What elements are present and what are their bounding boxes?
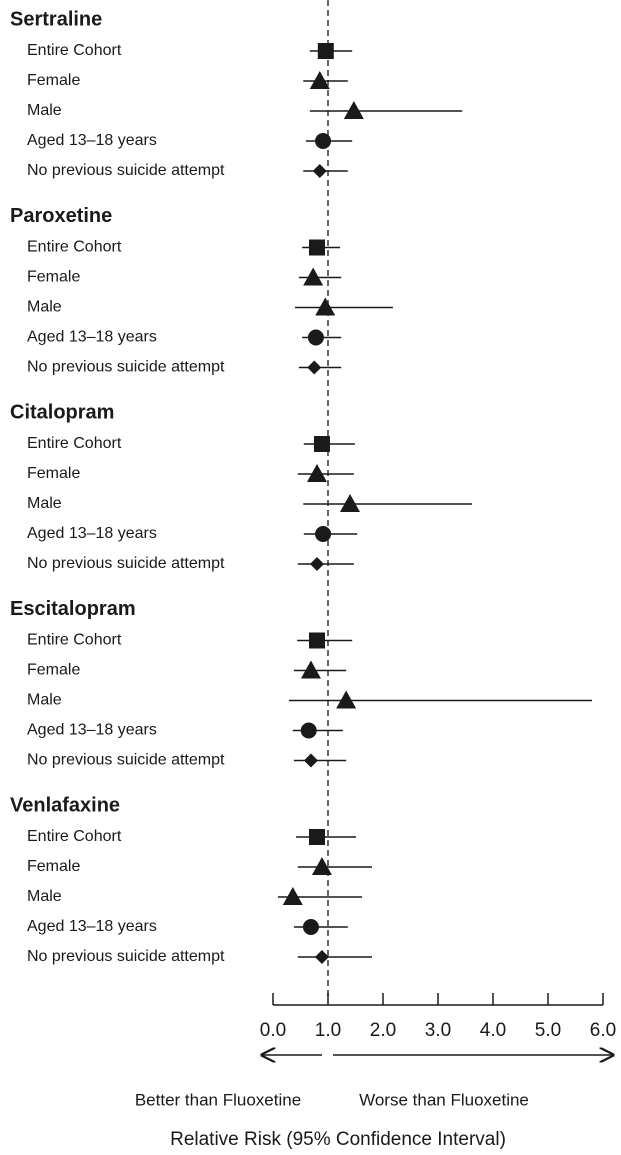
marker-square <box>309 239 325 256</box>
row-label: Aged 13–18 years <box>27 329 157 346</box>
row-label: Female <box>27 662 80 679</box>
x-tick-label: 5.0 <box>535 1020 561 1041</box>
row-label: Entire Cohort <box>27 828 122 845</box>
row-label: Entire Cohort <box>27 239 122 256</box>
x-tick-label: 4.0 <box>480 1020 506 1041</box>
marker-circle <box>307 329 324 346</box>
row-label: Female <box>27 858 80 875</box>
row-label: Entire Cohort <box>27 42 122 59</box>
row-label: Male <box>27 888 62 905</box>
marker-triangle <box>340 494 360 512</box>
left-note: Better than Fluoxetine <box>135 1090 301 1109</box>
group-title: Sertraline <box>10 8 102 30</box>
group-title: Citalopram <box>10 401 114 423</box>
marker-triangle <box>303 267 324 286</box>
group-title: Venlafaxine <box>10 794 120 816</box>
row-label: Entire Cohort <box>27 632 122 649</box>
marker-diamond <box>310 557 324 571</box>
row-label: Female <box>27 72 80 89</box>
x-tick-label: 3.0 <box>425 1020 451 1041</box>
marker-square <box>309 632 325 649</box>
row-label: Entire Cohort <box>27 435 122 452</box>
marker-triangle <box>309 71 330 89</box>
row-label: No previous suicide attempt <box>27 555 225 572</box>
marker-square <box>309 829 325 845</box>
marker-circle <box>315 526 332 542</box>
marker-diamond <box>314 950 329 964</box>
x-tick-label: 1.0 <box>315 1020 341 1041</box>
marker-diamond <box>307 360 322 375</box>
marker-triangle <box>336 690 357 709</box>
x-tick-label: 2.0 <box>370 1020 396 1041</box>
marker-diamond <box>312 164 327 178</box>
row-label: Female <box>27 465 80 482</box>
group-title: Paroxetine <box>10 205 112 227</box>
marker-triangle <box>282 887 303 905</box>
row-label: No previous suicide attempt <box>27 359 225 376</box>
marker-triangle <box>307 464 327 482</box>
x-tick-label: 0.0 <box>260 1020 286 1041</box>
row-label: Female <box>27 269 80 286</box>
row-label: Aged 13–18 years <box>27 918 157 935</box>
marker-triangle <box>343 101 364 119</box>
marker-triangle <box>311 857 332 875</box>
row-label: No previous suicide attempt <box>27 948 225 965</box>
marker-circle <box>300 722 317 739</box>
row-label: Male <box>27 692 62 709</box>
right-note: Worse than Fluoxetine <box>359 1090 529 1109</box>
x-tick-label: 6.0 <box>590 1020 616 1041</box>
marker-square <box>317 43 334 59</box>
group-title: Escitalopram <box>10 598 136 620</box>
marker-diamond <box>303 753 318 768</box>
row-label: Aged 13–18 years <box>27 722 157 739</box>
marker-square <box>313 436 330 452</box>
row-label: No previous suicide attempt <box>27 162 225 179</box>
row-label: Male <box>27 299 62 316</box>
x-axis-label: Relative Risk (95% Confidence Interval) <box>170 1129 506 1150</box>
marker-triangle <box>300 660 321 679</box>
row-label: No previous suicide attempt <box>27 752 225 769</box>
row-label: Male <box>27 495 62 512</box>
marker-circle <box>315 133 332 149</box>
row-label: Male <box>27 102 62 119</box>
marker-circle <box>302 919 319 935</box>
row-label: Aged 13–18 years <box>27 132 157 149</box>
marker-triangle <box>315 297 336 316</box>
row-label: Aged 13–18 years <box>27 525 157 542</box>
